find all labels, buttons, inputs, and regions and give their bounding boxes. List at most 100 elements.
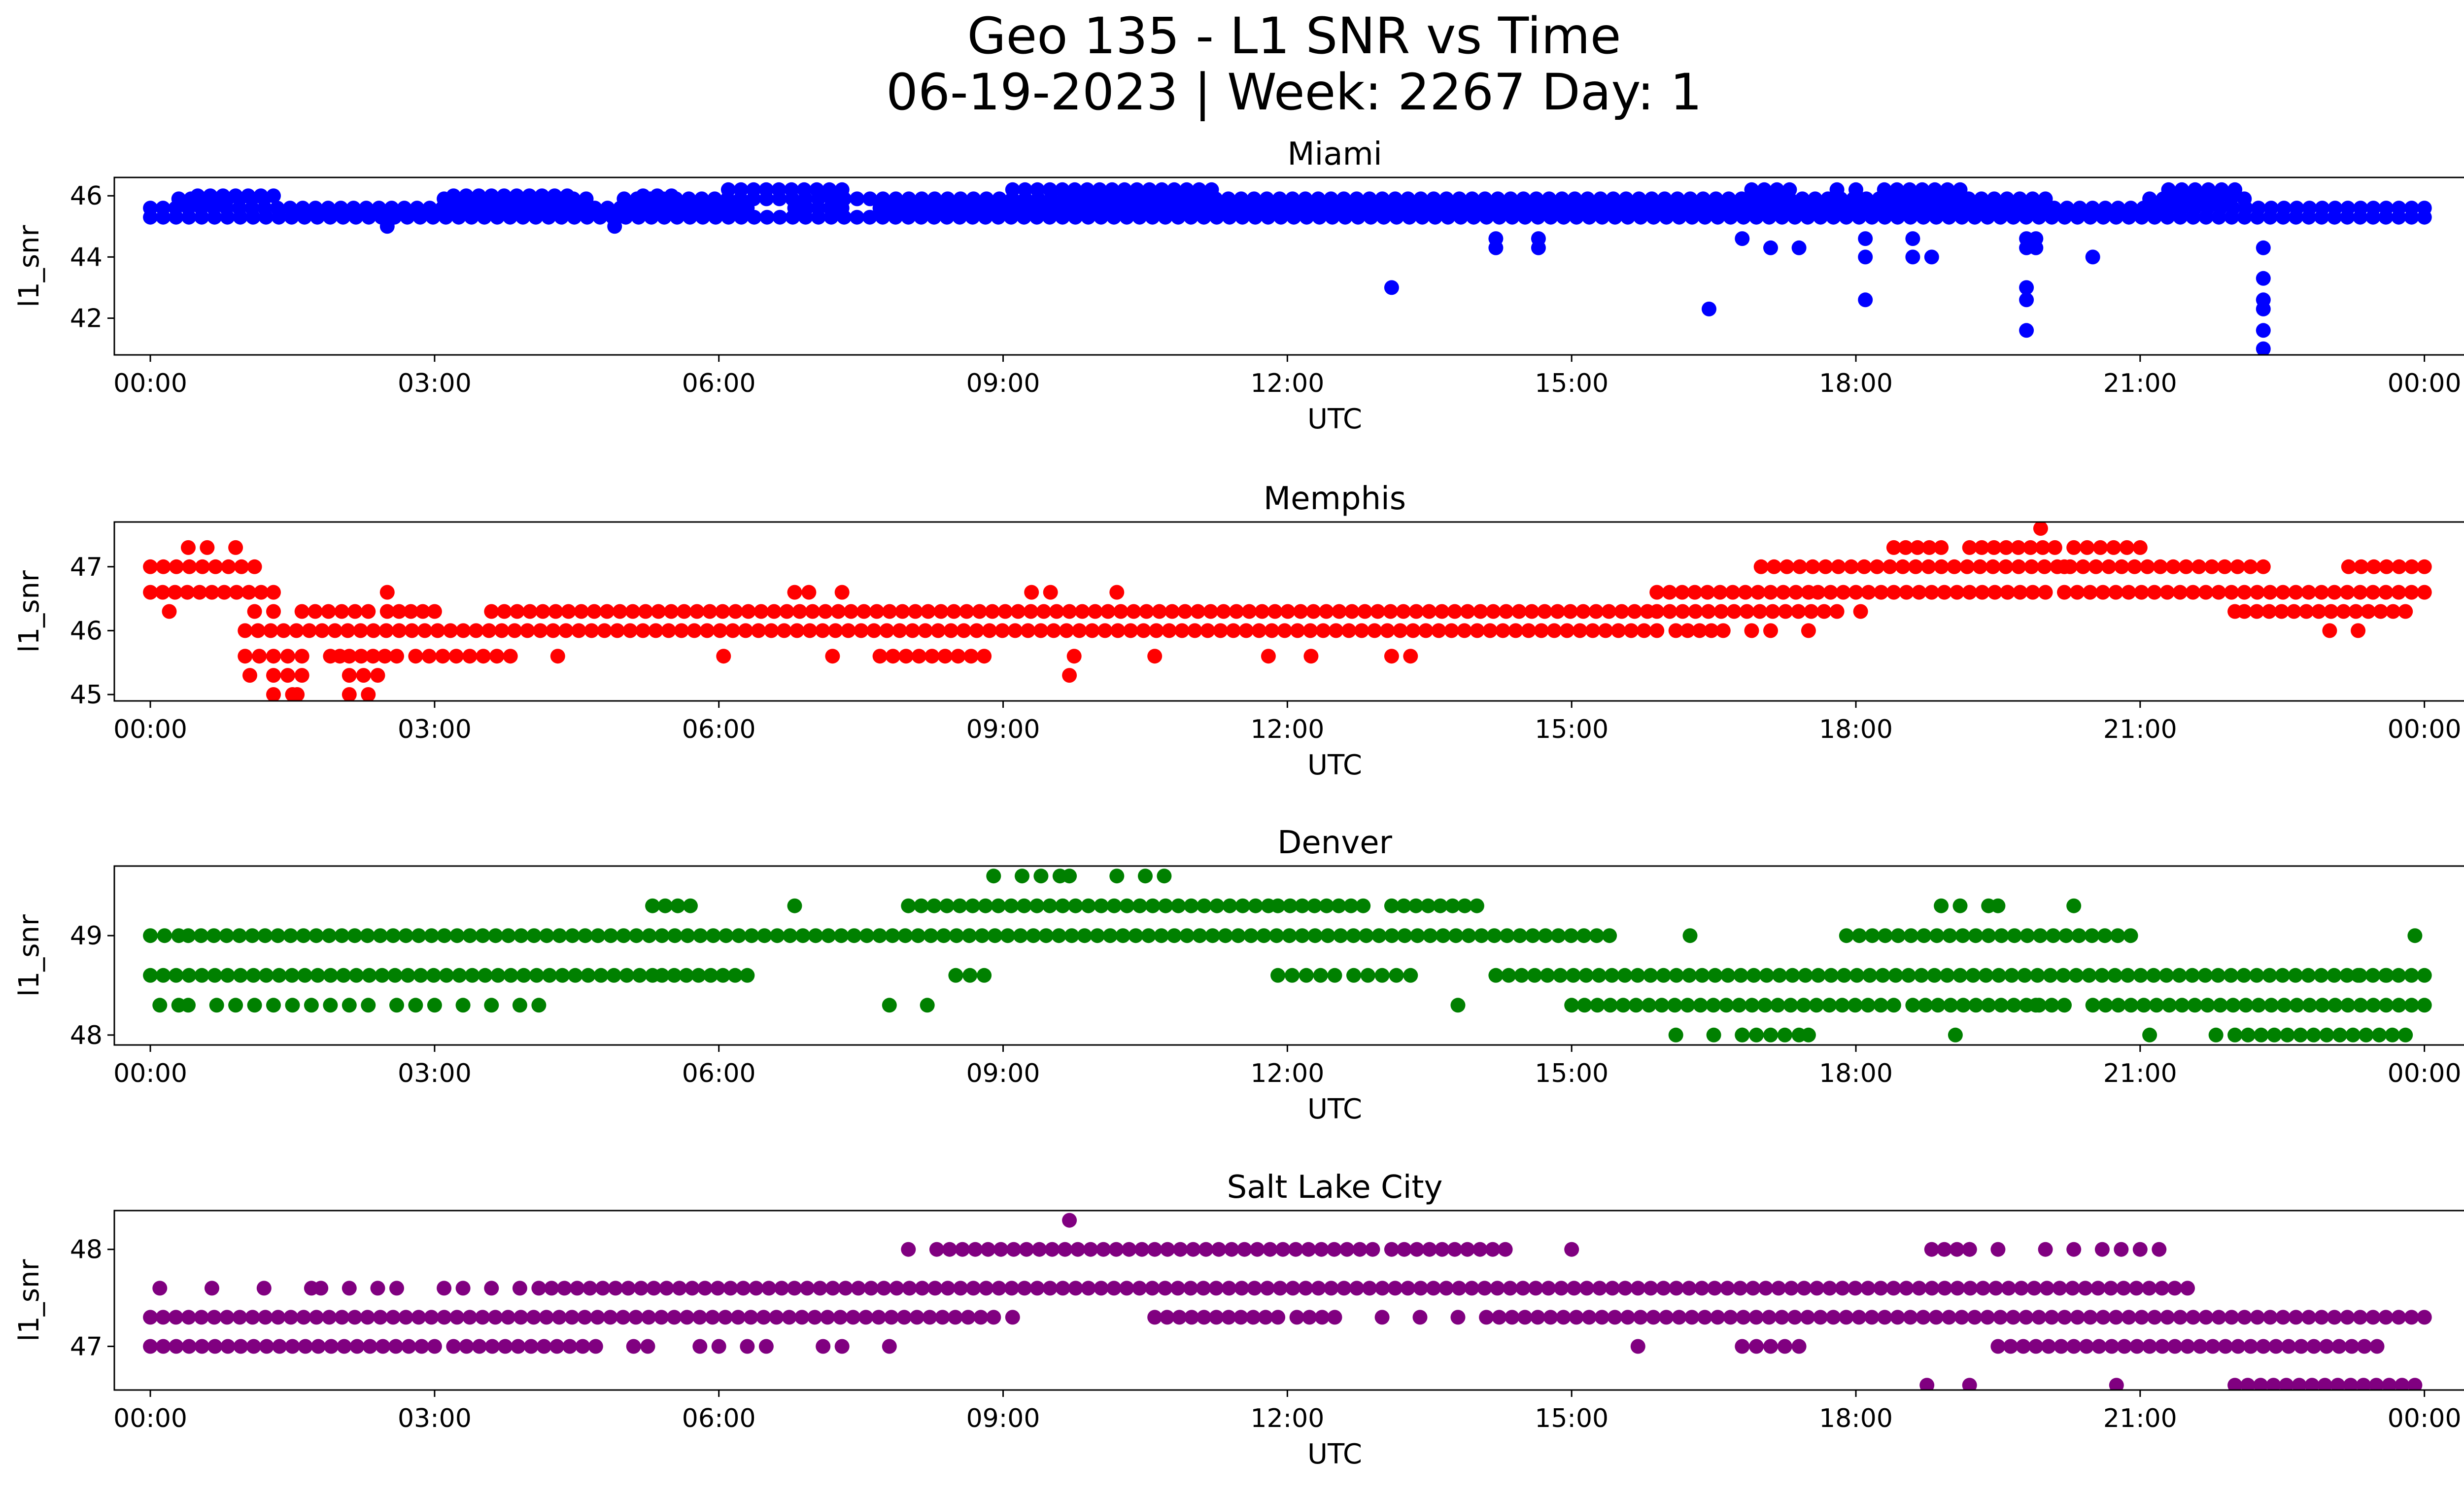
data-point xyxy=(590,1310,605,1325)
data-point xyxy=(1763,623,1778,638)
data-point xyxy=(1927,968,1942,983)
data-point xyxy=(825,649,840,664)
data-point xyxy=(2404,559,2419,574)
data-point xyxy=(359,201,374,216)
data-point xyxy=(1749,1027,1764,1043)
data-point xyxy=(2142,1339,2157,1354)
data-point xyxy=(2249,968,2264,983)
data-point xyxy=(2224,968,2239,983)
data-point xyxy=(1763,1027,1778,1043)
data-point xyxy=(2108,585,2123,600)
data-point xyxy=(284,968,300,983)
x-tick-label: 06:00 xyxy=(682,369,756,398)
data-point xyxy=(1136,623,1151,638)
data-point xyxy=(254,585,269,600)
data-point xyxy=(702,604,718,619)
data-point xyxy=(1109,1242,1124,1257)
data-point xyxy=(152,1281,168,1296)
data-point xyxy=(973,1310,989,1325)
data-point xyxy=(1346,928,1361,943)
data-point xyxy=(1282,898,1298,913)
x-tick-label: 15:00 xyxy=(1535,369,1608,398)
data-point xyxy=(1029,1281,1045,1296)
data-point xyxy=(2369,1339,2385,1354)
data-point xyxy=(290,687,305,701)
data-point xyxy=(1888,968,1903,983)
x-tick-label: 21:00 xyxy=(2103,369,2177,398)
data-point xyxy=(716,649,731,664)
data-point xyxy=(2391,585,2406,600)
data-point xyxy=(484,998,499,1013)
data-point xyxy=(2366,201,2381,216)
data-point xyxy=(1826,1310,1841,1325)
data-point xyxy=(1339,1242,1355,1257)
data-point xyxy=(427,1339,442,1354)
x-tick-label: 21:00 xyxy=(2103,715,2177,744)
data-point xyxy=(308,604,323,619)
data-point xyxy=(1064,928,1079,943)
data-point xyxy=(1246,191,1262,207)
data-point xyxy=(1590,998,1605,1013)
data-point xyxy=(2044,998,2059,1013)
y-axis-label: l1_snr xyxy=(13,570,45,653)
data-point xyxy=(2078,1281,2093,1296)
data-point xyxy=(1745,998,1760,1013)
data-point xyxy=(1152,604,1167,619)
data-point xyxy=(327,623,342,638)
data-point xyxy=(1336,191,1351,207)
data-point xyxy=(2214,182,2229,197)
data-point xyxy=(1918,998,1933,1013)
data-point xyxy=(1733,1281,1748,1296)
data-point xyxy=(310,1339,326,1354)
data-point xyxy=(2108,1310,2123,1325)
data-point xyxy=(1117,182,1132,197)
data-point xyxy=(232,1310,247,1325)
data-point xyxy=(751,623,766,638)
data-point xyxy=(2037,559,2052,574)
data-point xyxy=(1530,1310,1545,1325)
data-point xyxy=(926,898,942,913)
data-point xyxy=(1138,869,1153,884)
data-point xyxy=(2218,1339,2233,1354)
data-point xyxy=(1017,1281,1032,1296)
data-point xyxy=(1627,604,1642,619)
data-point xyxy=(272,968,287,983)
data-point xyxy=(1122,1242,1137,1257)
data-point xyxy=(2279,1378,2294,1390)
data-point xyxy=(2103,1281,2119,1296)
data-point xyxy=(379,219,395,234)
x-tick-label: 15:00 xyxy=(1535,715,1608,744)
data-point xyxy=(1184,1310,1199,1325)
data-point xyxy=(250,623,266,638)
data-point xyxy=(2227,182,2243,197)
data-point xyxy=(2053,1339,2069,1354)
data-point xyxy=(1934,559,1949,574)
data-point xyxy=(258,1310,273,1325)
data-point xyxy=(1396,604,1411,619)
data-point xyxy=(2256,271,2271,286)
data-point xyxy=(2167,1281,2182,1296)
data-point xyxy=(691,968,706,983)
data-point xyxy=(1237,1242,1252,1257)
data-point xyxy=(953,191,968,207)
data-point xyxy=(1298,1281,1313,1296)
data-point xyxy=(1113,604,1129,619)
data-point xyxy=(2127,559,2142,574)
data-point xyxy=(414,1339,429,1354)
data-point xyxy=(362,968,377,983)
data-point xyxy=(1179,182,1195,197)
data-point xyxy=(1993,998,2009,1013)
data-point xyxy=(252,649,267,664)
data-point xyxy=(2019,292,2034,308)
data-point xyxy=(2001,1281,2016,1296)
data-point xyxy=(692,1310,707,1325)
data-point xyxy=(1771,1281,1786,1296)
x-axis-label: UTC xyxy=(1307,1093,1362,1125)
data-point xyxy=(314,623,330,638)
data-point xyxy=(389,1281,404,1296)
data-point xyxy=(2327,585,2342,600)
data-point xyxy=(1094,1281,1109,1296)
data-point xyxy=(1791,604,1806,619)
data-point xyxy=(2227,604,2243,619)
data-point xyxy=(152,998,168,1013)
